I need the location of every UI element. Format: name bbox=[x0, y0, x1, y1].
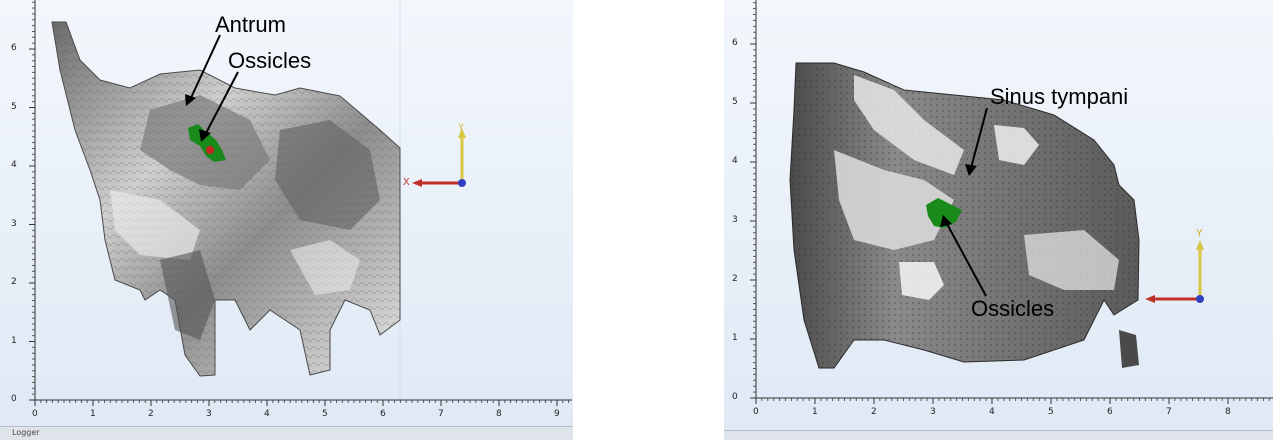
antrum-arrow bbox=[189, 34, 221, 101]
right-axis-ticks bbox=[750, 2, 1270, 404]
ossicles-model-right bbox=[926, 198, 962, 228]
right-viewport-canvas[interactable] bbox=[724, 0, 1273, 430]
y-tick-label: 1 bbox=[11, 335, 17, 346]
y-tick-label: 4 bbox=[732, 156, 738, 166]
x-tick-label: 9 bbox=[554, 409, 560, 419]
x-tick-label: 8 bbox=[1225, 407, 1231, 417]
x-tick-label: 0 bbox=[32, 409, 38, 419]
axis-triad-icon-right bbox=[1145, 240, 1204, 303]
y-tick-label: 2 bbox=[732, 274, 738, 284]
axis-x-letter: X bbox=[403, 177, 410, 188]
x-tick-label: 2 bbox=[148, 409, 154, 419]
temporal-bone-section-model bbox=[789, 62, 1140, 369]
logger-bar-right[interactable] bbox=[724, 430, 1273, 440]
ossicles-model bbox=[188, 124, 226, 162]
left-3d-viewport[interactable]: 0 1 2 3 4 5 6 7 8 9 0 1 2 3 4 5 6 Antrum Ossicles Y X bbox=[0, 0, 573, 426]
axis-y-letter: Y bbox=[458, 122, 465, 132]
x-tick-label: 5 bbox=[322, 409, 328, 419]
y-tick-label: 3 bbox=[11, 218, 17, 229]
y-tick-label: 0 bbox=[11, 394, 17, 404]
ossicles-label-right: Ossicles bbox=[971, 296, 1055, 321]
antrum-label: Antrum bbox=[215, 12, 286, 37]
left-axis-ticks bbox=[29, 1, 570, 406]
x-tick-label: 5 bbox=[1048, 407, 1054, 417]
sinus-tympani-label: Sinus tympani bbox=[990, 84, 1129, 109]
temporal-bone-model bbox=[51, 21, 401, 377]
y-tick-label: 0 bbox=[732, 392, 738, 402]
ossicles-arrow bbox=[204, 71, 239, 136]
left-viewport-canvas[interactable] bbox=[0, 0, 573, 426]
y-tick-label: 5 bbox=[732, 97, 738, 107]
x-tick-label: 3 bbox=[206, 409, 212, 419]
x-tick-label: 3 bbox=[930, 407, 936, 417]
y-tick-label: 4 bbox=[11, 160, 17, 170]
x-tick-label: 8 bbox=[496, 409, 502, 419]
y-tick-label: 5 bbox=[11, 101, 17, 112]
x-tick-label: 1 bbox=[90, 409, 96, 419]
logger-bar[interactable]: Logger bbox=[0, 426, 573, 440]
x-tick-label: 2 bbox=[871, 407, 877, 417]
x-tick-label: 4 bbox=[989, 407, 995, 417]
y-tick-label: 1 bbox=[732, 333, 738, 343]
axis-y-letter-right: Y bbox=[1196, 228, 1203, 239]
ossicles-arrow-right bbox=[945, 221, 987, 297]
y-tick-label: 2 bbox=[11, 277, 17, 287]
x-tick-label: 4 bbox=[264, 409, 270, 419]
right-3d-viewport[interactable]: 0 1 2 3 4 5 6 7 8 0 1 2 3 4 5 6 Sinus tympani Ossicles… bbox=[724, 0, 1273, 430]
axis-triad-icon bbox=[412, 128, 466, 187]
ossicles-label-left: Ossicles bbox=[228, 48, 312, 73]
y-tick-label: 6 bbox=[11, 43, 17, 53]
y-tick-label: 6 bbox=[732, 38, 738, 48]
sinus-tympani-arrow bbox=[970, 107, 988, 169]
x-tick-label: 6 bbox=[1107, 407, 1113, 417]
x-tick-label: 7 bbox=[438, 409, 444, 419]
x-tick-label: 0 bbox=[753, 407, 759, 417]
y-tick-label: 3 bbox=[732, 215, 738, 225]
x-tick-label: 6 bbox=[380, 409, 386, 419]
x-tick-label: 7 bbox=[1166, 407, 1172, 417]
x-tick-label: 1 bbox=[812, 407, 818, 417]
logger-label: Logger bbox=[12, 428, 40, 437]
